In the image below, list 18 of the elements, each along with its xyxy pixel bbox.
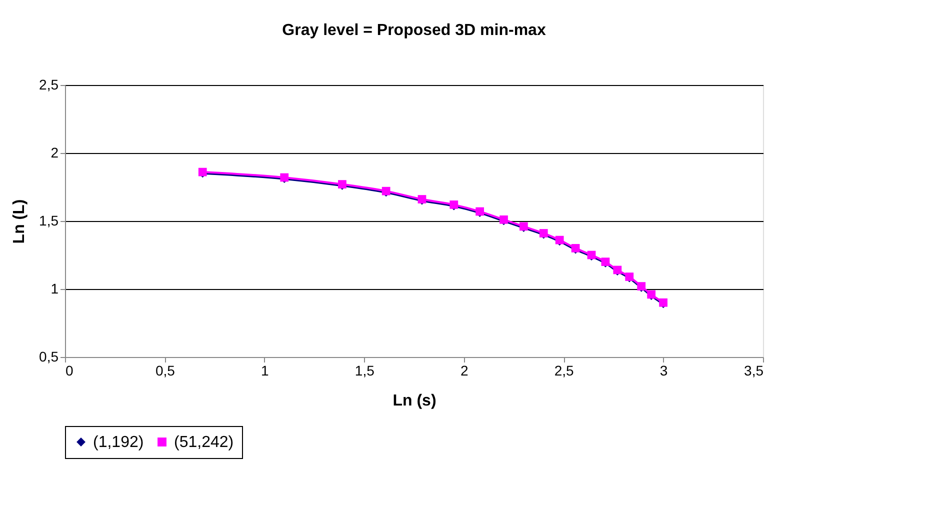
legend-label: (51,242) <box>174 434 234 451</box>
y-tick-label: 1 <box>50 280 59 296</box>
x-tick-label: 2,5 <box>554 362 574 378</box>
x-tick-label: 3 <box>660 362 668 378</box>
y-tick-label: 0,5 <box>39 348 59 364</box>
y-axis-title: Ln (L) <box>11 199 28 244</box>
x-tick-label: 1,5 <box>354 362 375 378</box>
x-tick-label: 0 <box>66 362 74 378</box>
x-tick-label: 1 <box>261 362 270 378</box>
y-tick-label: 2,5 <box>39 76 59 92</box>
y-tick-label: 2 <box>50 144 59 160</box>
x-tick-label: 0,5 <box>155 362 176 378</box>
chart-title: Gray level = Proposed 3D min-max <box>282 22 546 39</box>
x-tick-label: 3,5 <box>744 362 764 378</box>
y-tick-label: 1,5 <box>39 212 59 228</box>
x-axis-title: Ln (s) <box>392 392 436 410</box>
legend-label: (1,192) <box>93 434 144 451</box>
x-tick-label: 2 <box>460 362 468 378</box>
